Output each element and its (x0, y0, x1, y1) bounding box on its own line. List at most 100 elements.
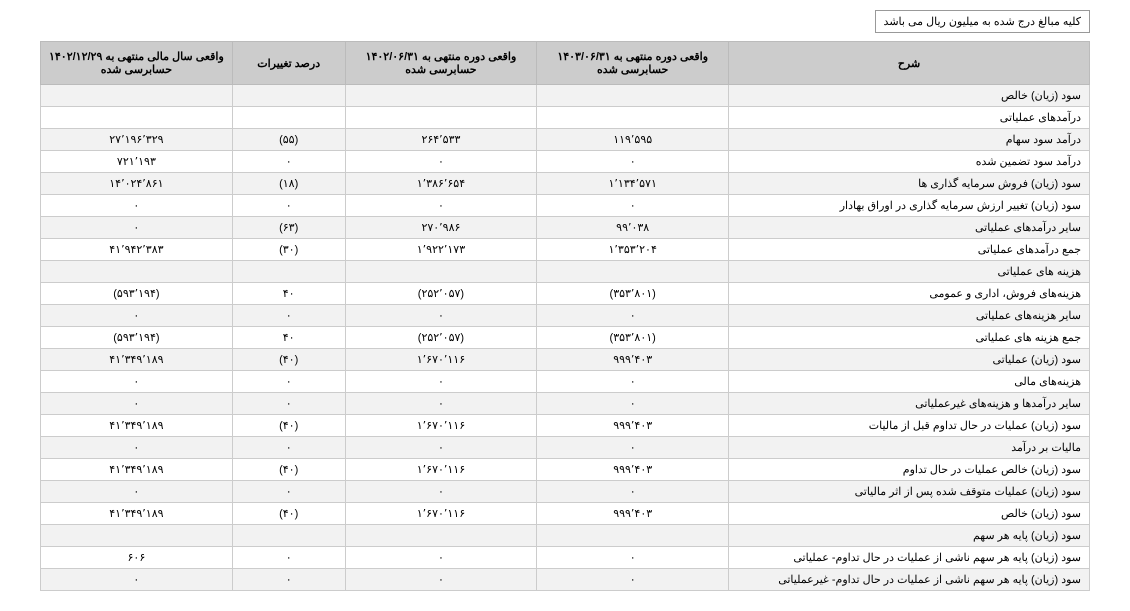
cell-description: جمع درآمدهای عملیاتی (729, 239, 1090, 261)
cell-description: درآمد سود سهام (729, 129, 1090, 151)
table-row: سود (زیان) پایه هر سهم (41, 525, 1090, 547)
cell-value: ۰ (345, 437, 537, 459)
cell-description: درآمد سود تضمین شده (729, 151, 1090, 173)
cell-value: ۰ (41, 195, 233, 217)
cell-value: ۰ (537, 305, 729, 327)
cell-value: ۰ (232, 195, 345, 217)
cell-value: (۶۳) (232, 217, 345, 239)
table-row: سایر هزینه‌های عملیاتی۰۰۰۰ (41, 305, 1090, 327)
table-row: سود (زیان) خالص۹۹۹٬۴۰۳۱٬۶۷۰٬۱۱۶(۴۰)۴۱٬۳۴… (41, 503, 1090, 525)
cell-value (232, 107, 345, 129)
cell-value: ۴۰ (232, 327, 345, 349)
cell-value: ۴۱٬۳۴۹٬۱۸۹ (41, 459, 233, 481)
table-body: سود (زیان) خالصدرآمدهای عملیاتیدرآمد سود… (41, 85, 1090, 591)
cell-value: (۳۵۳٬۸۰۱) (537, 327, 729, 349)
cell-value (41, 107, 233, 129)
cell-value: ۰ (345, 569, 537, 591)
cell-value: ۹۹۹٬۴۰۳ (537, 415, 729, 437)
cell-value: ۰ (537, 371, 729, 393)
cell-value: ۲۶۴٬۵۳۳ (345, 129, 537, 151)
cell-value: (۲۵۲٬۰۵۷) (345, 327, 537, 349)
cell-value (345, 107, 537, 129)
cell-value: (۳۰) (232, 239, 345, 261)
cell-value: ۰ (232, 393, 345, 415)
cell-description: سود (زیان) خالص (729, 85, 1090, 107)
cell-value: ۰ (41, 371, 233, 393)
cell-value: ۰ (345, 151, 537, 173)
cell-value (41, 85, 233, 107)
cell-value: ۱٬۳۵۳٬۲۰۴ (537, 239, 729, 261)
cell-value: ۰ (537, 481, 729, 503)
table-row: سود (زیان) عملیات متوقف شده پس از اثر ما… (41, 481, 1090, 503)
cell-description: سایر درآمدها و هزینه‌های غیرعملیاتی (729, 393, 1090, 415)
table-row: مالیات بر درآمد۰۰۰۰ (41, 437, 1090, 459)
cell-value: ۰ (345, 305, 537, 327)
table-row: سود (زیان) خالص عملیات در حال تداوم۹۹۹٬۴… (41, 459, 1090, 481)
cell-value (537, 107, 729, 129)
cell-value (537, 261, 729, 283)
cell-value: ۴۱٬۹۴۲٬۳۸۳ (41, 239, 233, 261)
cell-value: ۰ (232, 371, 345, 393)
cell-value: ۰ (232, 305, 345, 327)
cell-value (232, 85, 345, 107)
cell-description: سایر درآمدهای عملیاتی (729, 217, 1090, 239)
table-row: سایر درآمدها و هزینه‌های غیرعملیاتی۰۰۰۰ (41, 393, 1090, 415)
cell-value: ۴۱٬۳۴۹٬۱۸۹ (41, 503, 233, 525)
table-row: هزینه های عملیاتی (41, 261, 1090, 283)
cell-value: ۱۴٬۰۲۴٬۸۶۱ (41, 173, 233, 195)
cell-value: (۴۰) (232, 503, 345, 525)
cell-value: (۴۰) (232, 459, 345, 481)
cell-value: ۱٬۶۷۰٬۱۱۶ (345, 503, 537, 525)
cell-description: سایر هزینه‌های عملیاتی (729, 305, 1090, 327)
table-row: سود (زیان) عملیات در حال تداوم قبل از ما… (41, 415, 1090, 437)
cell-description: هزینه‌های مالی (729, 371, 1090, 393)
header-year-1402: واقعی سال مالی منتهی به ۱۴۰۲/۱۲/۲۹ حسابر… (41, 42, 233, 85)
table-row: سود (زیان) خالص (41, 85, 1090, 107)
cell-value: (۵۹۳٬۱۹۴) (41, 283, 233, 305)
cell-value: (۵۵) (232, 129, 345, 151)
table-row: درآمد سود سهام۱۱۹٬۵۹۵۲۶۴٬۵۳۳(۵۵)۲۷٬۱۹۶٬۳… (41, 129, 1090, 151)
cell-value: (۵۹۳٬۱۹۴) (41, 327, 233, 349)
cell-value: ۴۱٬۳۴۹٬۱۸۹ (41, 349, 233, 371)
cell-value: ۰ (232, 547, 345, 569)
cell-value (345, 525, 537, 547)
cell-value: ۰ (41, 305, 233, 327)
cell-value: ۲۷۰٬۹۸۶ (345, 217, 537, 239)
table-row: سود (زیان) پایه هر سهم ناشی از عملیات در… (41, 547, 1090, 569)
cell-value: ۰ (41, 569, 233, 591)
cell-description: سود (زیان) پایه هر سهم (729, 525, 1090, 547)
cell-value: (۳۵۳٬۸۰۱) (537, 283, 729, 305)
cell-description: سود (زیان) عملیاتی (729, 349, 1090, 371)
table-row: سایر درآمدهای عملیاتی۹۹٬۰۳۸۲۷۰٬۹۸۶(۶۳)۰ (41, 217, 1090, 239)
header-period-1402: واقعی دوره منتهی به ۱۴۰۲/۰۶/۳۱ حسابرسی ش… (345, 42, 537, 85)
cell-value: ۹۹۹٬۴۰۳ (537, 459, 729, 481)
cell-value: ۱٬۳۸۶٬۶۵۴ (345, 173, 537, 195)
cell-description: درآمدهای عملیاتی (729, 107, 1090, 129)
cell-value: ۰ (41, 393, 233, 415)
cell-value: ۱۱۹٬۵۹۵ (537, 129, 729, 151)
table-row: هزینه‌های فروش، اداری و عمومی(۳۵۳٬۸۰۱)(۲… (41, 283, 1090, 305)
cell-value: ۰ (345, 547, 537, 569)
header-period-1403: واقعی دوره منتهی به ۱۴۰۳/۰۶/۳۱ حسابرسی ش… (537, 42, 729, 85)
cell-value: (۴۰) (232, 415, 345, 437)
table-row: درآمدهای عملیاتی (41, 107, 1090, 129)
cell-value: (۱۸) (232, 173, 345, 195)
cell-value (232, 261, 345, 283)
cell-value (345, 85, 537, 107)
cell-description: سود (زیان) خالص عملیات در حال تداوم (729, 459, 1090, 481)
cell-value: ۰ (232, 481, 345, 503)
cell-value: ۰ (345, 393, 537, 415)
cell-value (41, 261, 233, 283)
cell-value: ۰ (537, 195, 729, 217)
table-row: سود (زیان) عملیاتی۹۹۹٬۴۰۳۱٬۶۷۰٬۱۱۶(۴۰)۴۱… (41, 349, 1090, 371)
cell-value: ۰ (345, 481, 537, 503)
table-row: هزینه‌های مالی۰۰۰۰ (41, 371, 1090, 393)
cell-description: مالیات بر درآمد (729, 437, 1090, 459)
cell-value (232, 525, 345, 547)
cell-value: ۰ (232, 569, 345, 591)
cell-value: ۱٬۹۲۲٬۱۷۳ (345, 239, 537, 261)
cell-description: سود (زیان) عملیات متوقف شده پس از اثر ما… (729, 481, 1090, 503)
cell-value: ۹۹۹٬۴۰۳ (537, 349, 729, 371)
header-description: شرح (729, 42, 1090, 85)
currency-note: کلیه مبالغ درج شده به میلیون ریال می باش… (875, 10, 1090, 33)
